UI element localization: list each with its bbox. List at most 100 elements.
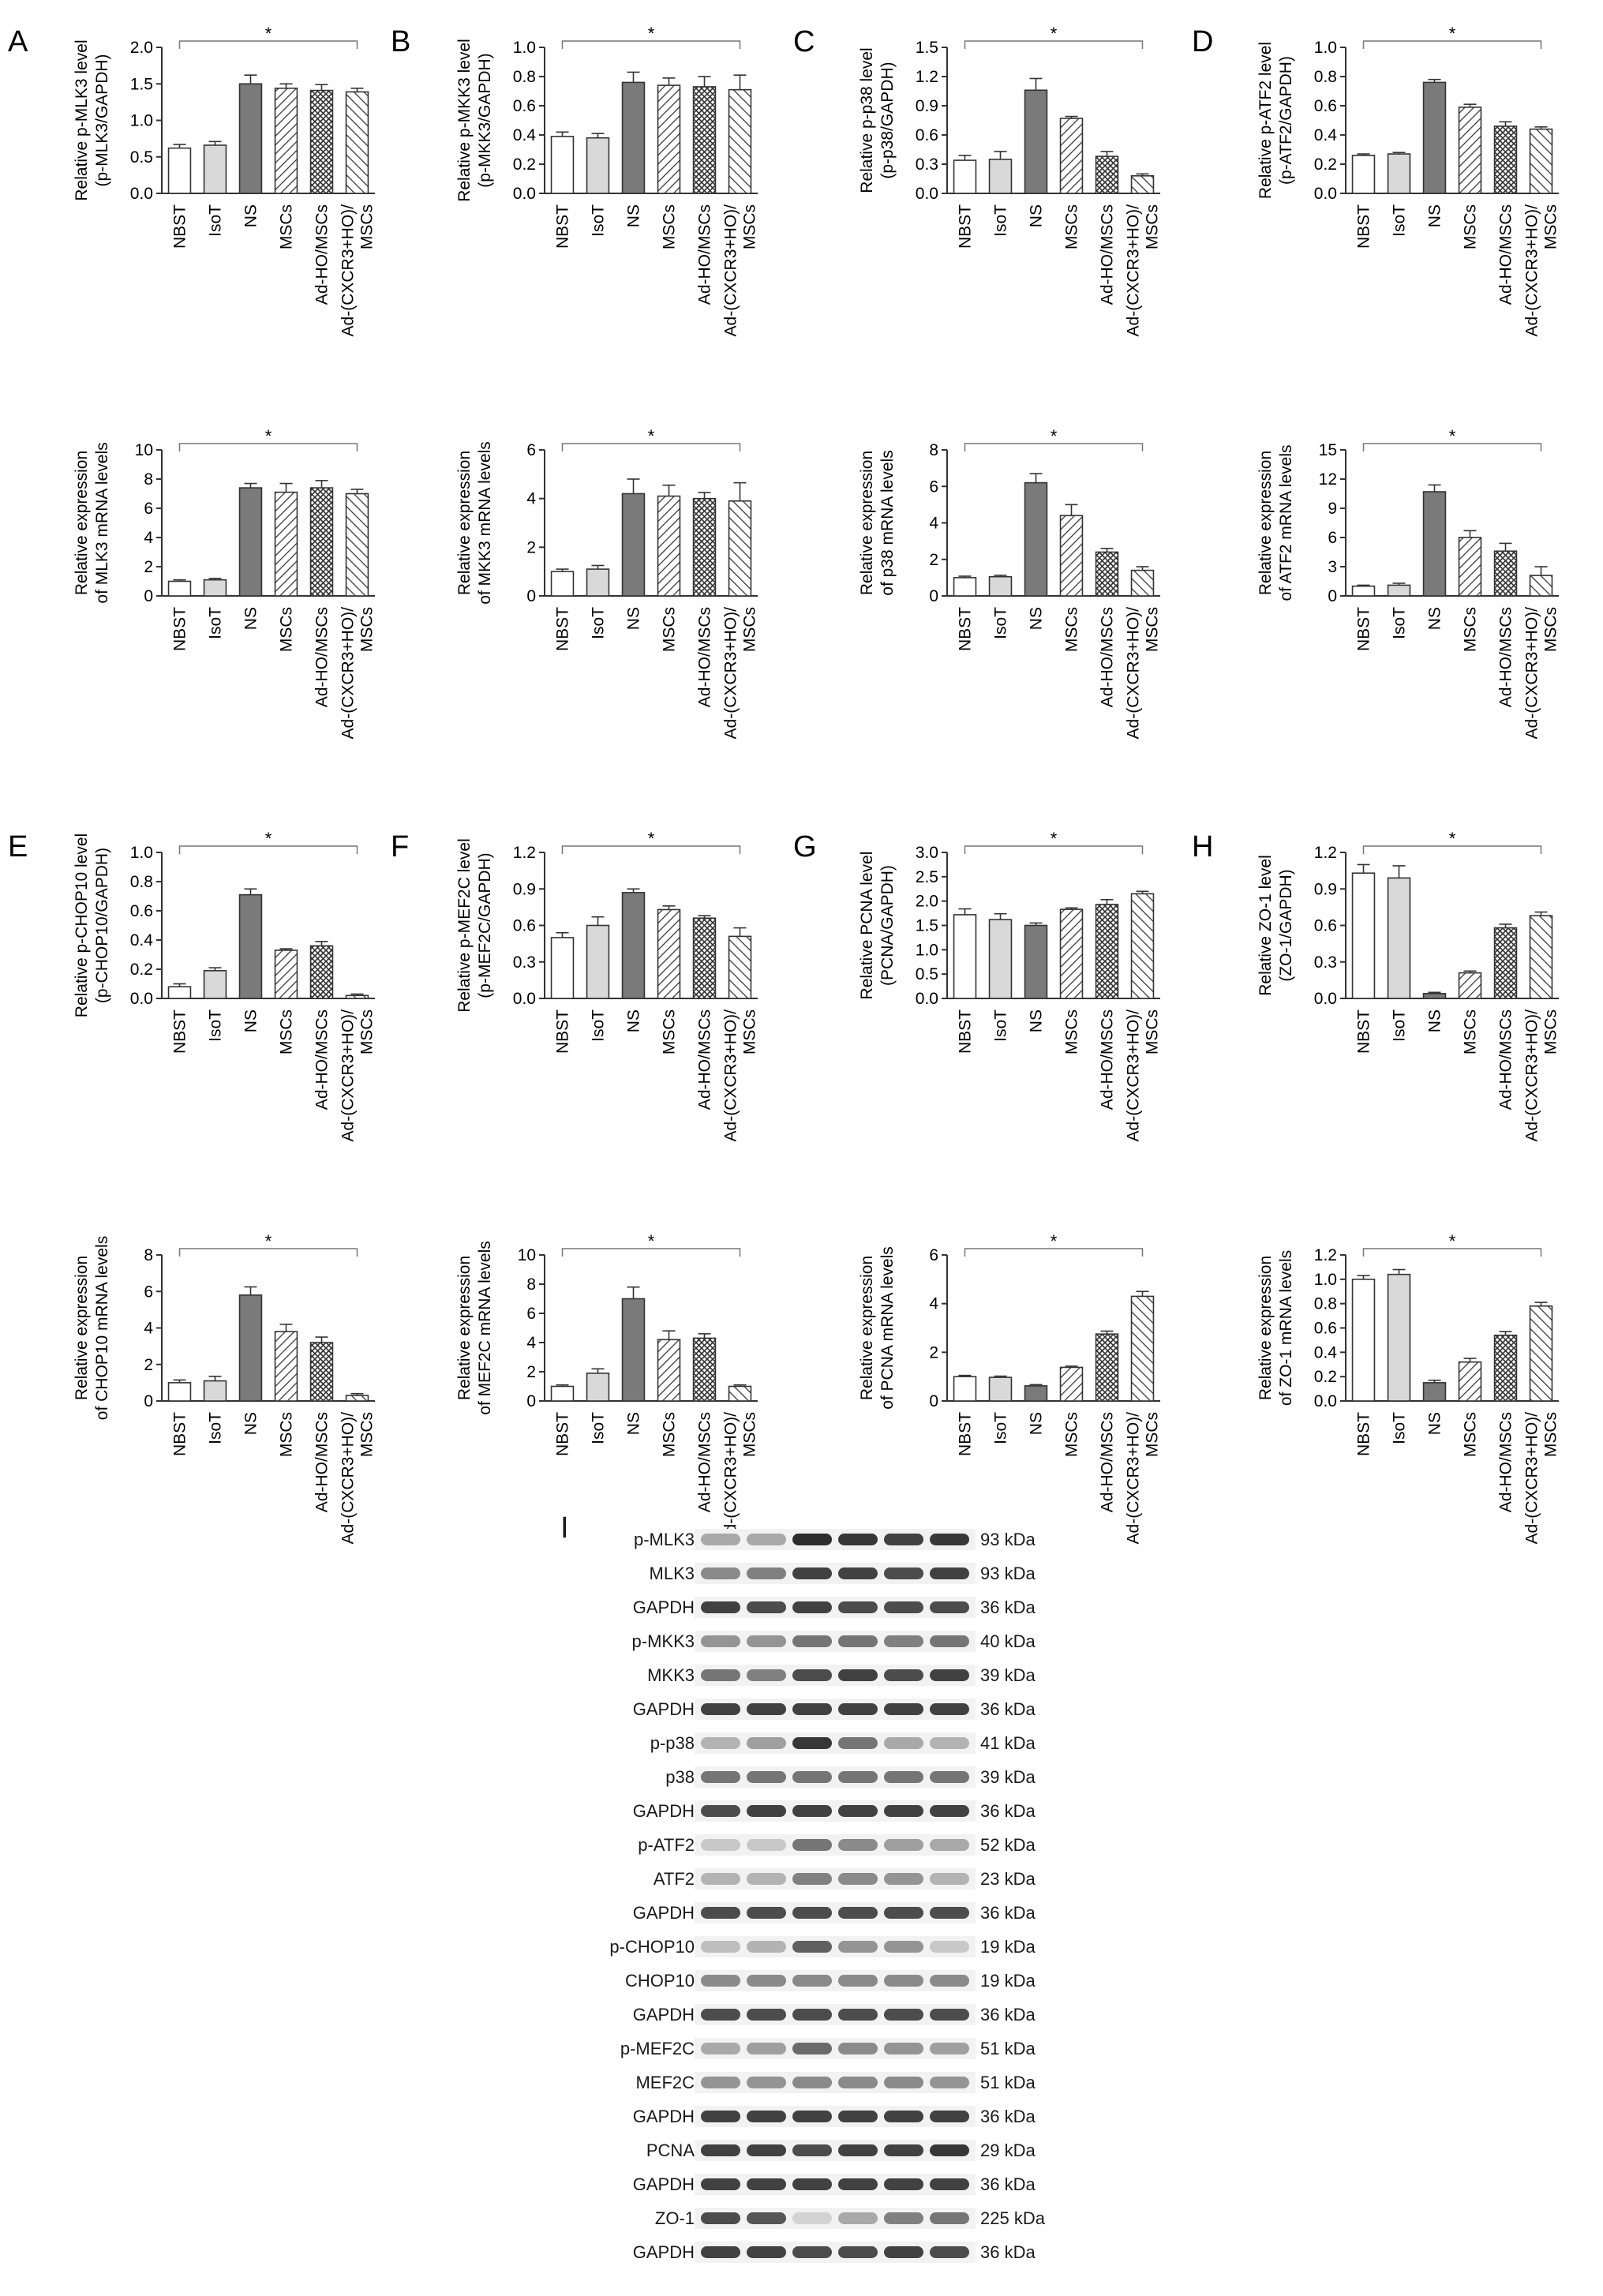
y-tick-label: 2.5 [916,868,938,886]
y-tick-label: 8 [144,1246,153,1264]
blot-band [884,2111,923,2122]
blot-band [930,1941,969,1953]
y-tick-label: 4 [144,529,153,547]
bar [692,917,717,999]
bar [1422,993,1447,999]
significance-bracket [1362,443,1542,451]
panel-letter: D [1192,25,1213,58]
blot-band [792,2246,832,2258]
blot-band [747,1975,786,1987]
y-axis-label: of ZO-1 mRNA levels [1277,1250,1295,1406]
blot-band [701,2111,740,2122]
x-tick-label: MSCs [278,1412,296,1457]
y-tick-label: 0.2 [130,961,153,979]
x-tick-label: MSCs [1144,1009,1162,1054]
y-tick-label: 0.8 [130,873,153,891]
y-tick-label: 10 [135,441,153,459]
bar [728,88,752,194]
blot-row: p-ATF2 52 kDa [568,1833,1089,1857]
blot-kda-label: 51 kDa [980,2073,1036,2092]
x-tick-label: NBST [1355,1412,1373,1456]
x-tick-label: IsoT [992,607,1010,639]
blot-strip [695,1597,976,1618]
y-axis-label: of MLK3 mRNA levels [93,442,111,603]
bar [1351,155,1376,194]
chart-B: B 0.0 0.2 0.4 0.6 0.8 1.0 Relative p-MKK3 level… [391,24,759,336]
blot-band [701,1873,740,1885]
blot-row: GAPDH 36 kDa [568,1595,1089,1620]
bar [1422,81,1447,194]
blot-band [747,2246,786,2258]
significance-star: * [265,1231,272,1251]
panel-letter: C [793,25,815,58]
blot-band [884,1635,923,1647]
significance-star: * [265,24,272,43]
blot-protein-label: MKK3 [647,1665,695,1685]
x-tick-label: MSCs [741,204,759,249]
bar [1059,515,1084,597]
x-tick-label: MSCs [661,607,679,652]
y-tick-label: 2 [526,538,536,556]
y-tick-label: 0.3 [916,155,938,174]
x-tick-label: Ad-(CXCR3+HO)/ [339,607,358,740]
y-tick-label: 0.2 [513,155,536,174]
blot-band [792,1771,832,1783]
chart-C2: 0 2 4 6 8 Relative expression of p38 mRNA leve… [858,426,1162,739]
y-axis-label: Relative p-ATF2 level [1257,42,1275,199]
bar [621,81,646,194]
y-axis-label: Relative p-MEF2C level [455,838,474,1013]
bar [1422,491,1447,597]
bar [988,1376,1013,1402]
blot-row: PCNA 29 kDa [568,2138,1089,2163]
x-tick-label: MSCs [1542,1412,1560,1457]
bar [1095,1333,1119,1402]
chart-B2: 0 2 4 6 Relative expression of MKK3 mRNA leve… [455,426,759,739]
x-tick-label: Ad-(CXCR3+HO)/ [722,1412,740,1545]
bar [238,1294,263,1402]
x-tick-label: Ad-HO/MSCs [1497,1412,1515,1512]
x-tick-label: Ad-HO/MSCs [1497,204,1515,305]
chart-E2: 0 2 4 6 8 Relative expression of CHOP10 mRNA l… [73,1231,376,1544]
blot-kda-label: 36 kDa [980,2107,1036,2126]
bar [1529,128,1553,194]
blot-row: ATF2 23 kDa [568,1867,1089,1891]
bar [345,91,369,194]
y-tick-label: 1.2 [513,844,536,862]
y-axis-label: Relative p-p38 level [858,47,876,193]
blot-strip [695,2004,976,2025]
blot-band [838,2144,878,2156]
chart-G2: 0 2 4 6 Relative expression of PCNA mRNA leve… [858,1231,1162,1544]
bar [1351,585,1376,597]
blot-band [701,1567,740,1579]
blot-band [747,2043,786,2054]
y-tick-label: 0.0 [1314,990,1337,1008]
x-tick-label: Ad-(CXCR3+HO)/ [722,204,740,337]
blot-band [792,2212,832,2224]
x-tick-label: MSCs [1542,204,1560,249]
bar [274,88,298,194]
x-tick-label: Ad-(CXCR3+HO)/ [1125,1009,1143,1142]
x-tick-label: NS [625,1009,643,1032]
panel-letter: A [8,25,28,58]
bar [692,1337,717,1402]
blot-band [838,1941,878,1953]
chart-D2: 0 3 6 9 12 15 Relative expression of ATF2 mRNA … [1257,426,1560,739]
x-tick-label: MSCs [741,1009,759,1054]
panel-letter: B [391,25,410,58]
blot-kda-label: 19 kDa [980,1937,1036,1957]
bar [657,1339,681,1402]
blot-strip [695,2038,976,2059]
blot-band [930,1635,969,1647]
y-tick-label: 0 [1328,587,1337,605]
bar [1422,1382,1447,1402]
y-tick-label: 10 [518,1246,536,1264]
x-tick-label: MSCs [358,1412,376,1457]
bar [238,487,263,597]
bar [1458,107,1482,194]
y-tick-label: 2.0 [916,893,938,911]
blot-strip [695,1970,976,1991]
y-axis-label: Relative p-MKK3 level [455,39,474,202]
bar [1351,1279,1376,1402]
blot-band [747,1873,786,1885]
blot-band [884,1975,923,1987]
